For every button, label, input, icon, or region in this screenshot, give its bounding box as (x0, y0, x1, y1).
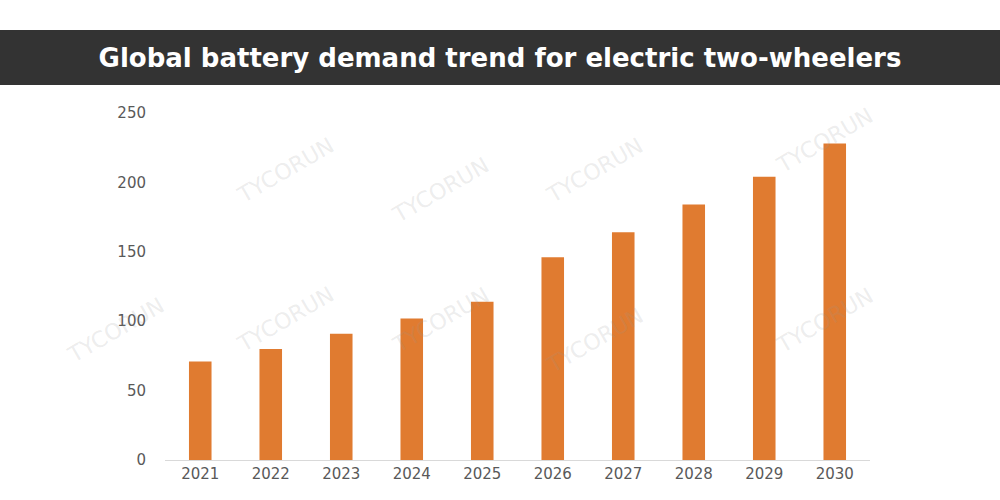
svg-text:TYCORUN: TYCORUN (388, 283, 493, 358)
svg-text:TYCORUN: TYCORUN (233, 133, 338, 208)
svg-text:2028: 2028 (675, 465, 713, 483)
svg-text:TYCORUN: TYCORUN (542, 133, 647, 208)
svg-text:2030: 2030 (816, 465, 854, 483)
svg-text:Global battery demand trend fo: Global battery demand trend for electric… (99, 43, 902, 73)
svg-text:50: 50 (127, 382, 146, 400)
svg-text:2027: 2027 (604, 465, 642, 483)
svg-text:2024: 2024 (393, 465, 431, 483)
svg-text:2026: 2026 (534, 465, 572, 483)
svg-text:2022: 2022 (252, 465, 290, 483)
svg-text:0: 0 (136, 451, 146, 469)
svg-text:TYCORUN: TYCORUN (542, 303, 647, 378)
svg-text:TYCORUN: TYCORUN (388, 153, 493, 228)
svg-text:250: 250 (117, 104, 146, 122)
svg-text:100: 100 (117, 312, 146, 330)
svg-text:2025: 2025 (463, 465, 501, 483)
svg-text:TYCORUN: TYCORUN (63, 293, 168, 368)
svg-text:2029: 2029 (745, 465, 783, 483)
svg-text:2023: 2023 (322, 465, 360, 483)
svg-text:2021: 2021 (181, 465, 219, 483)
svg-text:TYCORUN: TYCORUN (772, 103, 877, 178)
svg-text:TYCORUN: TYCORUN (772, 283, 877, 358)
svg-text:200: 200 (117, 174, 146, 192)
svg-text:TYCORUN: TYCORUN (233, 282, 338, 357)
svg-text:150: 150 (117, 243, 146, 261)
